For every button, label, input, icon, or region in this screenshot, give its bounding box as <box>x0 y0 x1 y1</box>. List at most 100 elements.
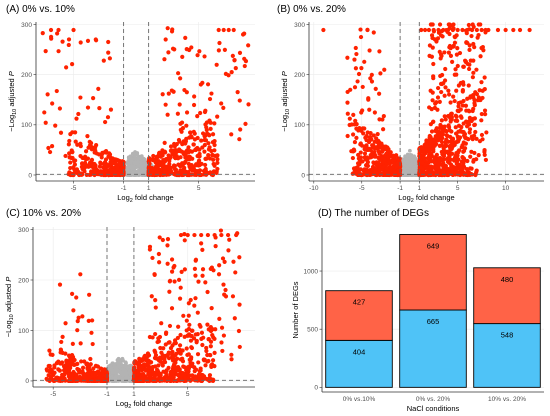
point-significant <box>428 151 433 156</box>
point-significant <box>442 50 447 55</box>
point-significant <box>369 72 374 77</box>
point-significant <box>67 170 72 175</box>
point-significant <box>164 368 169 373</box>
point-significant <box>198 324 203 329</box>
point-significant <box>205 322 210 327</box>
point-significant <box>369 79 375 84</box>
point-significant <box>155 339 160 345</box>
point-significant <box>168 169 174 174</box>
point-significant <box>176 156 181 161</box>
point-significant <box>68 132 73 137</box>
point-significant <box>70 341 75 346</box>
point-significant <box>205 377 210 382</box>
point-significant <box>473 129 478 135</box>
point-significant <box>76 368 81 373</box>
x-tick-label: 0% vs. 20% <box>416 396 451 403</box>
point-significant <box>195 332 200 337</box>
point-significant <box>158 154 163 159</box>
x-axis-title: Log2 fold change <box>398 193 454 204</box>
point-significant <box>55 31 60 36</box>
point-significant <box>357 158 362 163</box>
point-significant <box>430 98 435 103</box>
point-significant <box>67 138 72 144</box>
point-significant <box>103 119 108 125</box>
point-significant <box>527 27 532 33</box>
point-significant <box>435 107 440 112</box>
point-significant <box>448 115 453 121</box>
point-significant <box>432 143 437 148</box>
point-significant <box>210 358 216 363</box>
point-significant <box>199 336 204 341</box>
y-axis-title-subscript: 10 <box>9 314 15 320</box>
point-significant <box>238 127 243 132</box>
point-significant <box>176 71 181 76</box>
x-axis-title-part: fold change <box>131 399 172 408</box>
bar-panel: 404 427 0% vs.10% 665 649 0% vs. 20% 548 480 10%… <box>291 208 544 413</box>
point-significant <box>56 367 61 372</box>
point-nonsignificant <box>130 167 135 171</box>
point-significant <box>366 97 371 102</box>
y-tick-label: 200 <box>294 72 305 79</box>
point-significant <box>459 124 464 130</box>
points <box>40 26 251 178</box>
y-axis-title: −Log10 adjusted P <box>280 71 291 132</box>
point-significant <box>121 159 126 164</box>
point-nonsignificant <box>112 375 117 380</box>
point-significant <box>474 92 480 97</box>
point-significant <box>427 105 432 110</box>
point-significant <box>384 165 389 170</box>
bar-segment <box>399 234 467 311</box>
point-significant <box>180 54 185 60</box>
point-significant <box>472 122 477 127</box>
point-significant <box>178 357 183 362</box>
point-significant <box>185 232 190 238</box>
point-significant <box>209 305 214 311</box>
x-tick-label: -5 <box>359 185 365 192</box>
thresholds <box>309 22 544 181</box>
point-significant <box>167 289 172 294</box>
point-significant <box>482 108 488 113</box>
point-significant <box>83 149 89 154</box>
point-significant <box>441 124 446 130</box>
point-significant <box>177 102 182 107</box>
point-significant <box>161 346 166 351</box>
point-nonsignificant <box>128 161 133 166</box>
point-significant <box>387 172 392 177</box>
point-significant <box>376 138 381 144</box>
point-significant <box>452 72 457 77</box>
point-significant <box>199 138 204 143</box>
point-significant <box>71 27 76 33</box>
point-significant <box>184 318 189 323</box>
point-significant <box>173 341 178 346</box>
point-significant <box>211 268 216 273</box>
point-significant <box>214 170 219 175</box>
point-significant <box>219 101 224 106</box>
point-nonsignificant <box>121 367 125 371</box>
point-significant <box>158 356 163 361</box>
point-significant <box>195 114 200 119</box>
point-significant <box>443 85 448 90</box>
point-significant <box>460 27 465 33</box>
point-significant <box>471 41 476 47</box>
point-significant <box>219 325 225 330</box>
point-significant <box>204 156 209 161</box>
point-significant <box>114 164 120 169</box>
point-significant <box>465 61 470 67</box>
point-significant <box>438 130 444 135</box>
bar-value-label: 404 <box>353 347 366 356</box>
point-significant <box>448 53 454 58</box>
point-significant <box>108 107 114 112</box>
y-tick-label: 300 <box>18 227 29 234</box>
point-significant <box>439 53 444 59</box>
point-significant <box>199 161 204 166</box>
point-significant <box>169 306 175 311</box>
point-significant <box>446 50 451 55</box>
point-significant <box>89 330 94 335</box>
point-significant <box>163 102 168 107</box>
x-tick-label: 0% vs.10% <box>343 396 376 403</box>
point-significant <box>450 59 455 65</box>
point-significant <box>419 145 425 150</box>
x-tick-label: -5 <box>71 185 77 192</box>
point-significant <box>153 298 158 303</box>
point-significant <box>387 162 392 167</box>
